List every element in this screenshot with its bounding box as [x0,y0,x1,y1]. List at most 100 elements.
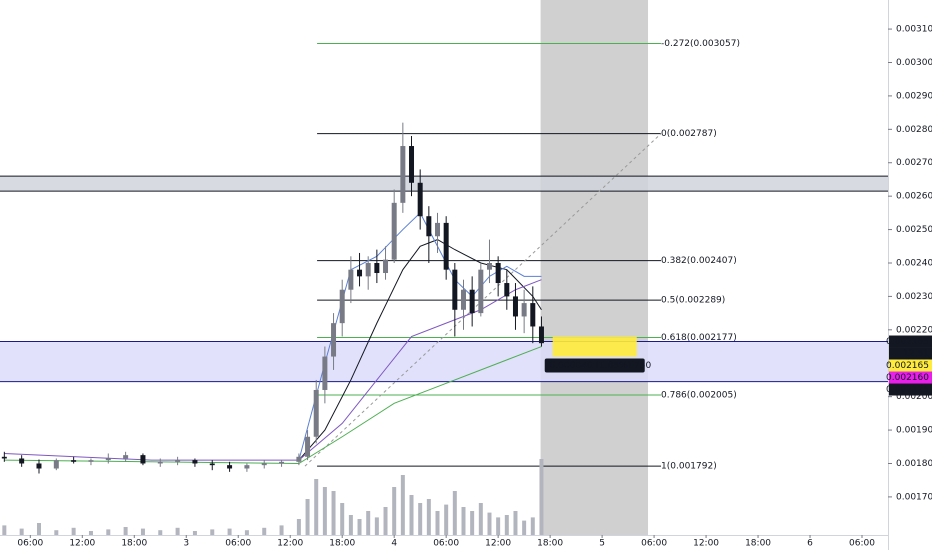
volume-bar [374,517,379,535]
candle-body [19,458,25,464]
volume-bar [470,511,475,535]
price-badge [889,347,932,360]
candle-body [374,262,380,274]
volume-bar [539,459,544,535]
volume-bar [366,511,371,535]
x-tick-label: 06:00 [641,539,667,549]
price-badge-label: 0.002125 [886,385,929,395]
candle-body [36,463,42,469]
price-badge [889,359,932,372]
price-badge-label: 0.002165 [886,337,929,347]
volume-bar [175,527,180,535]
moving-average [4,279,542,461]
candle-body [391,202,397,260]
fib-label: 1(0.001792) [661,462,717,472]
candle-body [53,460,59,469]
candle-body [435,222,441,237]
candle-body [530,303,536,327]
fib-label: 0(0.002787) [661,129,717,139]
volume-bar [383,507,388,535]
x-tick-label: 06:00 [433,539,459,549]
measure-label: 0.000040 (1.85%) 750 [550,361,652,371]
zone [0,341,888,382]
candle-body [331,323,337,357]
candle-body [105,458,111,461]
x-tick-label: 3 [183,539,189,549]
x-tick-label: 18:00 [745,539,771,549]
volume-bar [461,507,466,535]
candle-body [305,436,311,457]
candle-body [383,259,389,274]
volume-bar [348,515,353,535]
candle-body [244,465,250,469]
candle-body [123,455,129,459]
x-tick-label: 5 [599,539,605,549]
volume-bar [158,530,163,535]
volume-bar [435,511,440,535]
volume-bar [36,523,41,535]
range-box [540,0,649,535]
candle-body [486,262,492,270]
volume-bar [357,519,362,535]
fib-label: 0.5(0.002289) [661,296,725,306]
candle-body [140,455,146,464]
x-tick-label: 12:00 [69,539,95,549]
x-tick-label: 12:00 [485,539,511,549]
volume-bar [2,525,7,535]
x-tick-label: 06:00 [17,539,43,549]
volume-bar [314,479,319,535]
volume-bar [123,527,128,535]
price-badge [889,383,932,396]
candle-body [521,303,527,317]
volume-bar [487,512,492,535]
candle-body [348,269,354,290]
price-badge [889,371,932,384]
candle-body [192,460,198,464]
volume-bar [140,528,145,535]
candle-body [478,269,484,314]
candle-body [460,289,466,310]
volume-bar [522,520,527,535]
volume-bar [530,517,535,535]
candle-body [400,146,406,203]
volume-bar [227,528,232,535]
candle-body [1,456,7,459]
volume-bar [504,515,509,535]
candle-body [279,461,285,464]
candle-body [227,465,233,469]
volume-bar [392,487,397,535]
candle-body [538,326,544,344]
candle-body [209,463,215,466]
candle-body [365,262,371,277]
volume-bar [210,529,215,535]
candle-body [417,182,423,217]
volume-bar [496,517,501,535]
fib-label: 0.786(0.002005) [661,390,737,400]
x-tick-label: 4 [391,539,397,549]
fib-label: -0.272(0.003057) [661,39,740,49]
volume-bar [106,529,111,535]
volume-bar [262,527,267,535]
volume-bar [513,511,518,535]
volume-bar [192,531,197,535]
candle-body [504,283,510,297]
x-tick-label: 6 [807,539,813,549]
candle-body [452,269,458,310]
candle-body [426,216,432,237]
candle-body [495,262,501,284]
volume-bar [279,525,284,535]
candle-body [313,389,319,437]
zone [0,176,888,192]
